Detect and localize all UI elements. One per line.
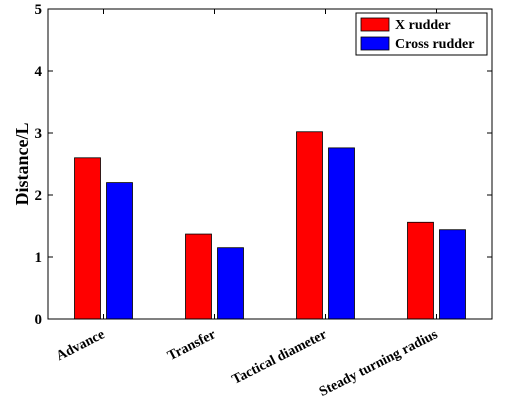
bar-x-rudder-advance [74,157,101,320]
y-tick-label: 1 [35,250,43,266]
y-tick-label: 2 [35,188,43,204]
legend-label-x-rudder: X rudder [395,18,451,33]
bar-cross-rudder-advance [106,182,133,320]
legend-swatch-cross-rudder [360,36,390,51]
bar-cross-rudder-transfer [217,247,244,320]
bar-x-rudder-steady-turning-radius [407,221,434,320]
legend: X rudder Cross rudder [355,12,488,56]
y-tick-label: 3 [35,126,43,142]
bar-cross-rudder-tactical-diameter [328,147,355,320]
y-axis-label: Distance/L [12,123,32,206]
x-tick-label: Advance [54,327,107,364]
legend-label-cross-rudder: Cross rudder [395,37,474,52]
x-tick-label: Steady turning radius [317,327,441,400]
y-tick-label: 5 [35,2,43,18]
bars-group [74,131,466,320]
x-tick-label: Transfer [165,327,218,364]
legend-swatch-x-rudder [360,17,390,32]
y-tick-label: 4 [35,64,43,80]
bar-x-rudder-transfer [185,233,212,320]
x-tick-label: Tactical diameter [230,327,330,388]
y-tick-label: 0 [35,312,43,328]
bar-cross-rudder-steady-turning-radius [439,229,466,320]
plot-frame [47,8,493,320]
bar-x-rudder-tactical-diameter [296,131,323,320]
